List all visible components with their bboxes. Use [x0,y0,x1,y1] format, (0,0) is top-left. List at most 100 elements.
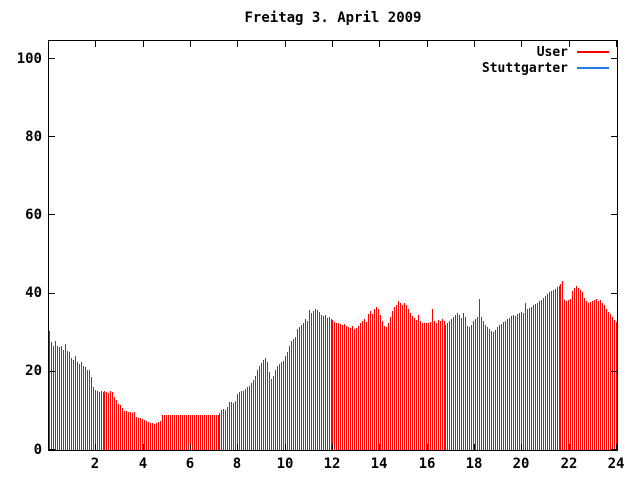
user-impulse-bar [412,315,413,450]
user-impulse-bar [243,391,244,450]
x-axis-tick [616,41,617,47]
user-impulse-bar [360,322,361,450]
user-impulse-bar [148,421,149,450]
user-impulse-bar [192,414,193,450]
user-impulse-bar [281,362,282,450]
x-axis-tick [190,444,191,450]
user-impulse-bar [273,375,274,450]
user-impulse-bar [295,336,296,450]
user-impulse-bar [610,313,611,450]
x-axis-tick [379,444,380,450]
x-axis-tick [521,444,522,450]
user-impulse-bar [342,324,343,450]
user-impulse-bar [241,390,242,450]
user-impulse-bar [491,330,492,450]
user-impulse-bar [112,392,113,450]
user-impulse-bar [323,316,324,450]
user-impulse-bar [297,328,298,450]
user-impulse-bar [126,411,127,450]
user-impulse-bar [416,320,417,450]
bars-layer [49,41,617,450]
user-impulse-bar [138,417,139,450]
user-impulse-bar [495,329,496,450]
user-impulse-bar [53,345,54,450]
user-impulse-bar [152,423,153,450]
user-impulse-bar [208,414,209,450]
user-impulse-bar [428,322,429,450]
user-impulse-bar [422,322,423,450]
legend-row-user: User [482,44,609,60]
user-impulse-bar [198,414,199,450]
user-impulse-bar [445,324,446,450]
user-impulse-bar [356,327,357,450]
user-impulse-bar [263,360,264,450]
x-axis-tick [474,41,475,47]
x-tick-label: 24 [607,456,625,472]
user-impulse-bar [87,369,88,450]
user-impulse-bar [592,301,593,450]
user-impulse-bar [473,321,474,450]
legend-label-user: User [536,44,568,60]
x-axis-tick [569,444,570,450]
user-impulse-bar [489,328,490,450]
user-impulse-bar [346,325,347,450]
user-impulse-bar [251,382,252,450]
user-impulse-bar [358,325,359,450]
user-impulse-bar [442,319,443,450]
user-impulse-bar [616,322,617,450]
user-impulse-bar [315,308,316,450]
user-impulse-bar [305,319,306,450]
user-impulse-bar [525,303,526,450]
user-impulse-bar [122,407,123,450]
user-impulse-bar [116,400,117,450]
user-impulse-bar [364,319,365,450]
user-impulse-bar [602,303,603,450]
x-axis-tick [237,41,238,47]
y-axis-tick [49,449,55,450]
user-impulse-bar [110,391,111,450]
x-axis-tick [143,444,144,450]
user-impulse-bar [513,314,514,450]
user-impulse-bar [325,314,326,450]
user-impulse-bar [382,321,383,450]
user-impulse-bar [103,391,104,450]
user-impulse-bar [162,414,163,450]
x-axis-tick [427,41,428,47]
user-impulse-bar [580,289,581,450]
user-impulse-bar [287,352,288,450]
user-impulse-bar [614,319,615,450]
user-impulse-bar [61,345,62,450]
x-axis-tick [616,444,617,450]
x-axis-tick [285,444,286,450]
user-impulse-bar [221,410,222,450]
y-axis-tick [611,449,617,450]
user-impulse-bar [372,313,373,450]
user-impulse-bar [612,317,613,450]
user-impulse-bar [237,393,238,450]
user-impulse-bar [71,358,72,450]
user-impulse-bar [233,402,234,450]
user-impulse-bar [188,414,189,450]
user-impulse-bar [214,414,215,450]
user-impulse-bar [231,401,232,450]
user-impulse-bar [459,314,460,450]
user-impulse-bar [521,312,522,450]
user-impulse-bar [67,350,68,450]
x-axis-tick [95,41,96,47]
user-impulse-bar [150,422,151,450]
user-impulse-bar [467,325,468,450]
user-impulse-bar [543,297,544,450]
user-impulse-bar [406,305,407,450]
user-impulse-bar [555,288,556,450]
user-impulse-bar [366,321,367,450]
user-impulse-bar [570,298,571,450]
x-axis-tick [379,41,380,47]
user-impulse-bar [257,369,258,450]
x-axis-tick [332,444,333,450]
user-impulse-bar [386,327,387,450]
y-axis-tick [611,214,617,215]
legend: User Stuttgarter [482,44,609,76]
user-impulse-bar [384,325,385,450]
user-impulse-bar [331,319,332,450]
user-impulse-bar [291,340,292,450]
